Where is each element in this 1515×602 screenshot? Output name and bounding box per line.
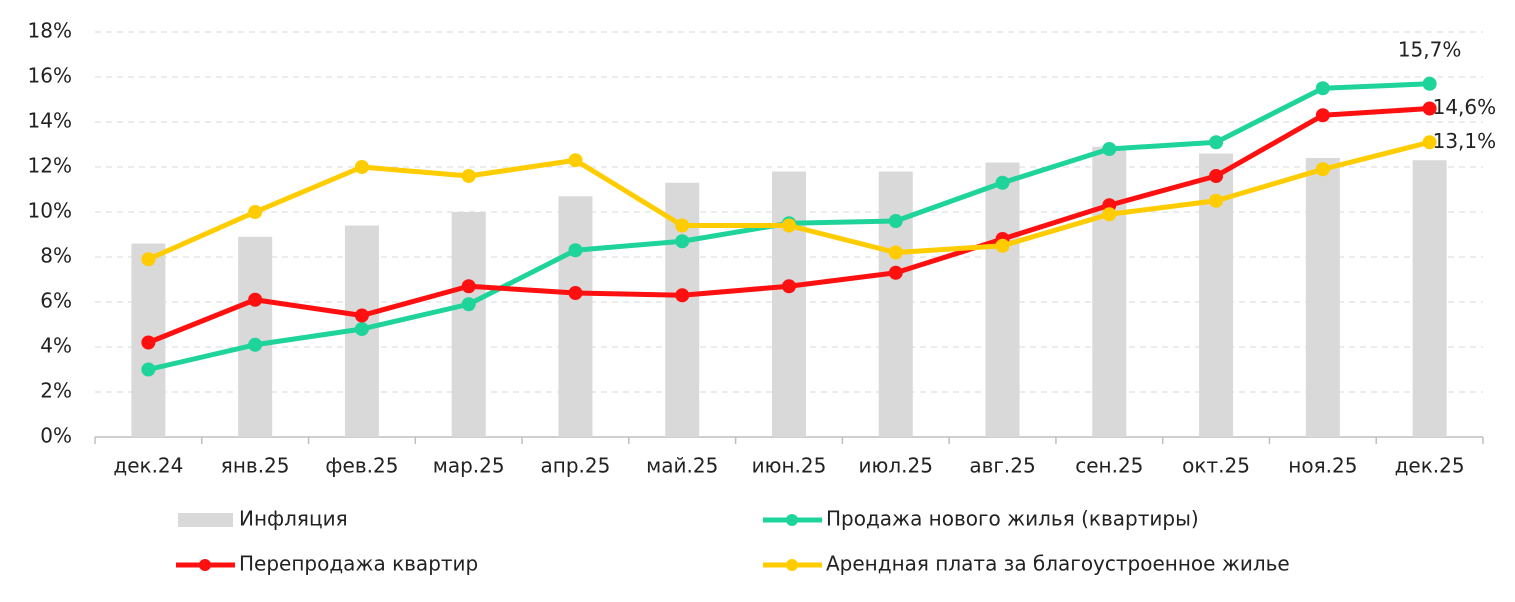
- y-tick-label: 4%: [40, 334, 72, 358]
- x-tick-label: авг.25: [969, 454, 1035, 478]
- y-tick-label: 16%: [28, 64, 72, 88]
- point: [675, 218, 690, 233]
- point: [461, 169, 476, 183]
- legend-swatch: [199, 559, 211, 571]
- point: [675, 234, 690, 249]
- point: [1209, 193, 1224, 208]
- point: [888, 245, 903, 260]
- bar: [1305, 158, 1340, 437]
- legend-label: Продажа нового жилья (квартиры): [826, 507, 1199, 531]
- point: [568, 243, 583, 258]
- x-tick-label: май.25: [646, 454, 718, 478]
- x-tick-label: янв.25: [221, 454, 290, 478]
- point: [568, 153, 583, 168]
- y-tick-label: 14%: [28, 109, 72, 133]
- legend-label: Инфляция: [239, 507, 348, 531]
- x-tick-label: фев.25: [325, 454, 398, 478]
- point: [461, 279, 476, 294]
- point: [354, 322, 369, 336]
- y-tick-label: 8%: [40, 244, 72, 268]
- point: [141, 335, 156, 350]
- legend-swatch: [786, 514, 798, 526]
- point: [1315, 108, 1330, 123]
- value-label: 13,1%: [1433, 129, 1497, 153]
- point: [1209, 135, 1224, 150]
- legend-label: Перепродажа квартир: [239, 552, 478, 576]
- x-tick-label: дек.24: [113, 454, 183, 478]
- point: [141, 362, 156, 377]
- point: [1102, 142, 1117, 156]
- point: [354, 160, 369, 174]
- y-tick-label: 18%: [28, 19, 72, 43]
- x-tick-label: дек.25: [1395, 454, 1465, 478]
- legend-swatch: [786, 559, 798, 571]
- point: [1209, 169, 1224, 183]
- bar: [1092, 146, 1127, 437]
- point: [995, 238, 1010, 253]
- point: [782, 279, 796, 294]
- point: [248, 337, 263, 352]
- y-tick-label: 10%: [28, 199, 72, 223]
- point: [461, 297, 476, 312]
- y-tick-label: 0%: [40, 424, 72, 448]
- point: [675, 288, 690, 303]
- point: [1422, 135, 1437, 150]
- bar: [558, 196, 593, 437]
- y-tick-label: 2%: [40, 379, 72, 403]
- point: [354, 308, 369, 323]
- x-tick-label: июл.25: [859, 454, 933, 478]
- bar: [878, 171, 913, 437]
- point: [248, 205, 263, 219]
- bar: [1412, 160, 1447, 437]
- y-tick-label: 12%: [28, 154, 72, 178]
- x-tick-label: апр.25: [541, 454, 611, 478]
- bar: [772, 171, 806, 437]
- point: [1422, 101, 1437, 116]
- legend-label: Арендная плата за благоустроенное жилье: [826, 552, 1290, 576]
- point: [1422, 76, 1437, 91]
- point: [1102, 207, 1117, 222]
- point: [141, 252, 156, 267]
- legend-swatch: [178, 513, 233, 527]
- x-tick-label: сен.25: [1075, 454, 1143, 478]
- point: [995, 175, 1010, 190]
- point: [248, 292, 263, 307]
- x-tick-label: мар.25: [433, 454, 505, 478]
- x-tick-label: ноя.25: [1288, 454, 1357, 478]
- value-label: 14,6%: [1433, 95, 1497, 119]
- x-tick-label: июн.25: [752, 454, 827, 478]
- point: [888, 265, 903, 280]
- bar: [238, 236, 273, 437]
- bar: [451, 212, 486, 437]
- bar: [985, 162, 1020, 437]
- point: [1315, 162, 1330, 177]
- x-tick-label: окт.25: [1182, 454, 1250, 478]
- value-label: 15,7%: [1398, 37, 1462, 61]
- point: [888, 214, 903, 228]
- point: [782, 218, 796, 233]
- y-tick-label: 6%: [40, 289, 72, 313]
- point: [1315, 81, 1330, 96]
- point: [568, 286, 583, 300]
